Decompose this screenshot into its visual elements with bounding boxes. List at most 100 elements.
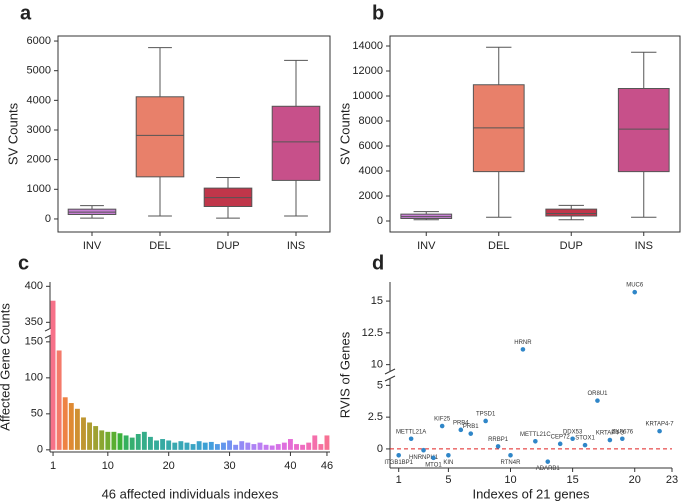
point <box>657 428 662 434</box>
y-tick-label: 3000 <box>27 124 51 136</box>
y-tick-label: 2000 <box>359 190 383 202</box>
x-tick-label: DEL <box>488 240 509 252</box>
bar <box>269 445 275 450</box>
bar <box>178 441 184 450</box>
bar <box>281 442 287 450</box>
bar <box>312 435 318 450</box>
bar <box>208 441 214 450</box>
point <box>408 436 414 442</box>
bar <box>306 442 312 450</box>
point <box>595 398 600 403</box>
bar <box>141 431 147 450</box>
point <box>439 423 445 429</box>
bar <box>117 433 123 450</box>
x-tick-label: 15 <box>566 474 578 486</box>
bar <box>190 444 196 450</box>
gene-label: RTN4R <box>501 460 522 466</box>
gene-label: ADARB1 <box>536 466 561 472</box>
gene-label: MTO1 <box>425 462 442 468</box>
bar <box>129 437 135 450</box>
x-tick-label: 30 <box>223 460 235 472</box>
bar <box>87 422 93 450</box>
x-tick-label: 1 <box>396 474 402 486</box>
bar <box>74 408 80 450</box>
bar <box>214 444 220 450</box>
point <box>607 437 613 443</box>
gene-label: KIF25 <box>434 417 451 423</box>
x-tick-label: INV <box>83 240 102 252</box>
point <box>520 347 526 352</box>
bar <box>263 444 269 450</box>
y-tick-label: 14000 <box>352 40 383 52</box>
y-tick-label: 12.5 <box>362 327 383 339</box>
x-tick-label: DUP <box>560 240 583 252</box>
bar <box>154 440 159 450</box>
x-tick-label: DUP <box>216 240 239 252</box>
x-tick-label: 46 <box>321 460 333 472</box>
gene-label: CEP72 <box>551 434 571 440</box>
plot-frame <box>389 35 681 233</box>
panel-label: c <box>18 252 29 274</box>
bar <box>123 435 129 450</box>
point <box>446 452 451 458</box>
bar <box>105 431 111 450</box>
y-tick-label: 6000 <box>27 35 51 47</box>
bar <box>324 435 330 450</box>
bar <box>233 444 239 450</box>
point <box>431 455 436 461</box>
y-tick-label: 150 <box>25 336 43 348</box>
panel-label: a <box>20 2 32 24</box>
y-tick-label: 5 <box>377 379 383 391</box>
point <box>421 447 426 453</box>
bar <box>227 440 233 450</box>
gene-label: KRTAP4-3 <box>596 431 625 437</box>
x-tick-label: INV <box>417 240 436 252</box>
box <box>545 208 598 217</box>
gene-label: PRB1 <box>463 424 479 430</box>
bar <box>135 434 141 450</box>
x-tick-label: 20 <box>163 460 175 472</box>
gene-label: ITGB1BP1 <box>384 460 413 466</box>
bar <box>160 439 166 450</box>
point <box>533 439 538 444</box>
bar <box>318 444 324 450</box>
bar <box>287 439 293 450</box>
bar <box>111 431 117 450</box>
bar <box>257 442 263 450</box>
gene-label: KRTAP4-7 <box>646 422 675 428</box>
y-tick-label: 15 <box>371 295 383 307</box>
y-tick-label: 0 <box>377 443 383 455</box>
x-axis-label: Indexes of 21 genes <box>472 486 590 501</box>
plot-frame <box>57 35 331 233</box>
y-axis-label: Affected Gene Counts <box>0 303 12 431</box>
box <box>617 88 670 173</box>
point <box>483 418 488 424</box>
bar <box>221 442 226 450</box>
x-tick-label: INS <box>287 240 305 252</box>
y-axis-label: SV Counts <box>337 102 352 165</box>
gene-label: METTL21A <box>396 429 426 435</box>
x-tick-label: 10 <box>102 460 114 472</box>
panel-label: d <box>372 252 384 274</box>
x-tick-label: DEL <box>149 240 170 252</box>
y-tick-label: 0 <box>377 215 383 227</box>
bar <box>196 441 202 450</box>
bar <box>294 444 299 450</box>
point <box>557 441 563 447</box>
y-tick-label: 10 <box>371 359 383 371</box>
x-tick-label: INS <box>635 240 653 252</box>
bar <box>245 442 251 450</box>
point <box>468 431 474 436</box>
x-tick-label: 5 <box>445 474 451 486</box>
bar <box>93 426 99 450</box>
y-tick-label: 0 <box>45 213 51 225</box>
bar <box>239 441 245 450</box>
gene-label: TPSD1 <box>476 412 496 418</box>
gene-label: RRBP1 <box>488 437 509 443</box>
gene-label: HRNR <box>514 340 532 346</box>
y-tick-label: 4000 <box>27 94 51 106</box>
y-tick-label: 0 <box>37 444 43 456</box>
bar <box>68 403 74 450</box>
point <box>458 427 464 433</box>
